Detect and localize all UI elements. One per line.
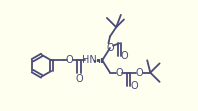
Text: O: O: [66, 55, 73, 65]
Text: O: O: [121, 51, 129, 61]
Text: O: O: [106, 43, 114, 53]
Text: O: O: [75, 74, 83, 84]
Text: O: O: [136, 68, 143, 78]
Text: O: O: [130, 81, 138, 91]
Text: HN: HN: [83, 55, 97, 65]
Text: O: O: [115, 68, 123, 78]
